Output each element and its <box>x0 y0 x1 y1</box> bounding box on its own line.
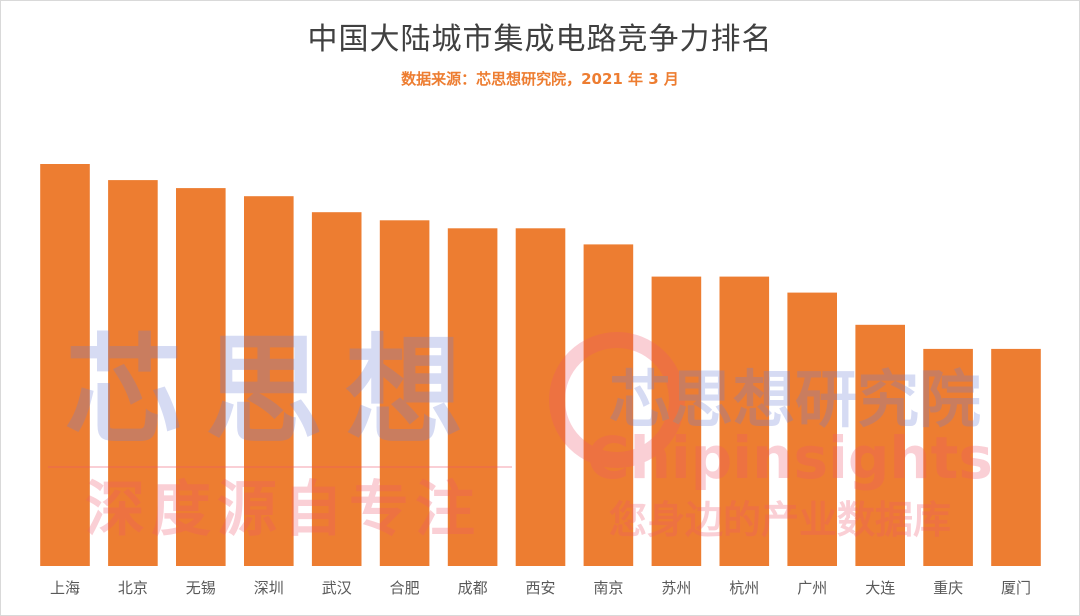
bar-14 <box>991 348 1041 566</box>
x-tick-label: 西安 <box>525 579 555 597</box>
watermark-tagline: 您身边的产业数据库 <box>609 498 951 542</box>
watermark-institute: 芯思想研究院 <box>609 363 981 436</box>
watermark-slogan: 深度源自专注 <box>85 475 481 545</box>
bar-7 <box>515 228 566 567</box>
chart-subtitle: 数据来源：芯思想研究院，2021 年 3 月 <box>401 70 679 88</box>
watermark: 芯思想 深度源自专注 芯思想研究院 Chipinsights 您身边的产业数据库 <box>48 322 993 545</box>
x-tick-label: 深圳 <box>254 579 284 597</box>
x-tick-label: 无锡 <box>186 579 216 597</box>
x-tick-label: 合肥 <box>390 579 420 597</box>
x-tick-label: 成都 <box>458 579 488 597</box>
x-axis-labels: 上海 北京 无锡 深圳 武汉 合肥 成都 西安 南京 苏州 杭州 广州 大连 重庆 厦门 <box>50 579 1031 597</box>
bar-2 <box>176 188 226 566</box>
bar-1 <box>108 180 158 566</box>
x-tick-label: 重庆 <box>933 579 963 597</box>
bar-12 <box>855 324 905 566</box>
x-tick-label: 厦门 <box>1001 579 1031 597</box>
bar-5 <box>379 220 430 567</box>
bar-6 <box>447 228 498 567</box>
bar-10 <box>719 276 770 566</box>
x-tick-label: 广州 <box>797 579 827 597</box>
bars-group <box>40 164 1041 567</box>
x-tick-label: 武汉 <box>322 579 352 597</box>
watermark-logo-ring <box>549 332 685 468</box>
x-tick-label: 杭州 <box>729 579 759 597</box>
watermark-brand: 芯思想 <box>65 322 485 460</box>
bar-11 <box>787 292 837 566</box>
x-tick-label: 苏州 <box>661 579 691 597</box>
x-tick-label: 上海 <box>50 579 80 597</box>
bar-0 <box>40 164 90 566</box>
bar-13 <box>923 348 973 566</box>
bar-4 <box>311 212 362 566</box>
x-tick-label: 北京 <box>118 579 148 597</box>
bar-8 <box>583 244 634 566</box>
watermark-brand-en: Chipinsights <box>587 424 993 492</box>
bar-9 <box>651 276 702 566</box>
bar-3 <box>244 196 294 566</box>
x-tick-label: 南京 <box>593 579 623 597</box>
x-tick-label: 大连 <box>865 579 895 597</box>
chart-title: 中国大陆城市集成电路竞争力排名 <box>307 22 773 57</box>
